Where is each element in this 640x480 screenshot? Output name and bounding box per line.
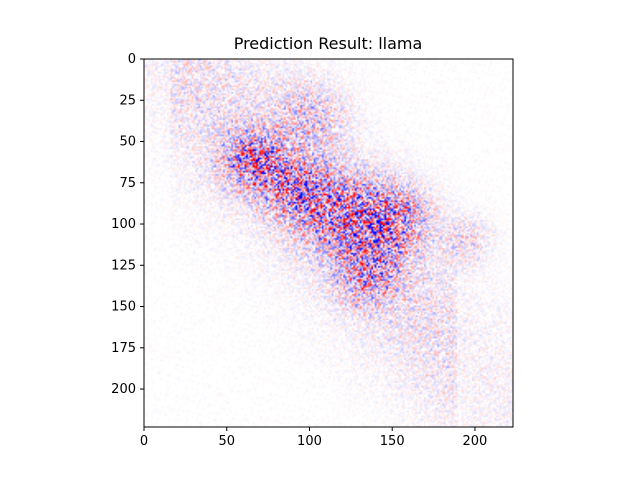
x-tick-label: 50 (218, 434, 235, 449)
y-tick-label: 100 (111, 217, 136, 232)
axes-frame (143, 58, 514, 428)
chart-title: Prediction Result: llama (234, 34, 423, 53)
x-tick-label: 0 (140, 434, 148, 449)
y-tick-label: 25 (119, 93, 136, 108)
y-axis: 0 25 50 75 100 125 150 175 200 (111, 52, 144, 397)
y-tick-label: 125 (111, 258, 136, 273)
axes-border (143, 58, 514, 428)
y-tick-label: 75 (119, 176, 136, 191)
heatmap-image (144, 59, 513, 427)
heatmap (144, 59, 513, 427)
x-axis: 0 50 100 150 200 (140, 427, 487, 449)
y-tick-label: 200 (111, 382, 136, 397)
x-tick-label: 200 (463, 434, 488, 449)
y-tick-label: 175 (111, 341, 136, 356)
y-tick-label: 50 (119, 135, 136, 150)
x-tick-label: 100 (297, 434, 322, 449)
y-tick-label: 0 (128, 52, 136, 67)
y-tick-label: 150 (111, 300, 136, 315)
x-tick-label: 150 (380, 434, 405, 449)
